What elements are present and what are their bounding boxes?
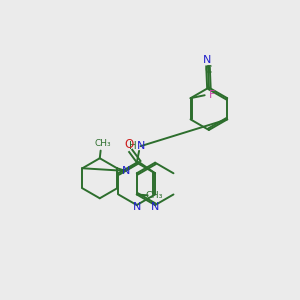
Text: F: F (208, 90, 215, 100)
Text: N: N (151, 202, 159, 212)
Text: N: N (133, 202, 141, 212)
Text: N: N (203, 55, 212, 65)
Text: O: O (125, 138, 134, 151)
Text: H: H (129, 141, 136, 151)
Text: N: N (122, 166, 130, 176)
Text: CH₃: CH₃ (146, 191, 163, 200)
Text: N: N (136, 141, 145, 151)
Text: CH₃: CH₃ (94, 139, 111, 148)
Text: C: C (205, 65, 212, 75)
